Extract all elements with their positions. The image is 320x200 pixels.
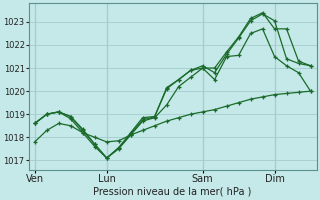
X-axis label: Pression niveau de la mer( hPa ): Pression niveau de la mer( hPa ) (93, 187, 252, 197)
